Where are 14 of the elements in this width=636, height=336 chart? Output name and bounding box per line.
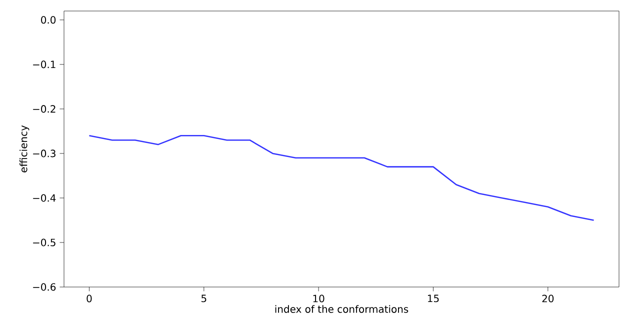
x-tick-label: 15 <box>428 294 439 302</box>
y-tick-label: −0.6 <box>33 283 56 291</box>
x-tick-label: 0 <box>86 294 92 302</box>
y-axis-title: efficiency <box>20 125 30 172</box>
x-tick-label: 10 <box>313 294 324 302</box>
x-tick-label: 5 <box>201 294 206 302</box>
x-axis-title: index of the conformations <box>275 305 408 313</box>
y-tick-label: −0.4 <box>33 194 56 202</box>
y-tick-label: −0.2 <box>33 105 56 113</box>
x-tick-label: 20 <box>542 294 554 302</box>
y-tick-label: −0.5 <box>33 238 56 246</box>
y-tick-label: 0.0 <box>41 16 56 24</box>
y-tick-label: −0.1 <box>33 60 56 68</box>
y-tick-label: −0.3 <box>33 150 56 158</box>
